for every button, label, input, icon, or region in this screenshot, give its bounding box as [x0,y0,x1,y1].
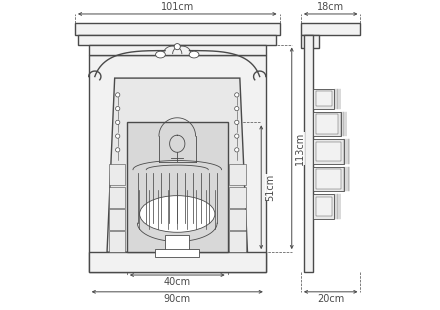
Ellipse shape [139,196,215,232]
Bar [109,209,125,230]
Circle shape [116,134,120,138]
Bar [127,122,227,252]
Bar [89,45,266,55]
Bar [315,142,341,161]
Circle shape [116,120,120,125]
Circle shape [174,44,180,50]
Circle shape [235,148,239,152]
Text: 90cm: 90cm [164,294,191,303]
Text: 101cm: 101cm [161,2,194,12]
Bar [301,35,319,47]
Bar [315,169,341,188]
Bar [89,55,266,272]
Circle shape [116,148,120,152]
Bar [313,112,341,136]
Bar [301,23,360,35]
Bar [304,35,313,272]
Bar [313,167,344,191]
Text: 113cm: 113cm [295,132,305,165]
Text: 51cm: 51cm [265,174,275,201]
Bar [229,209,246,230]
Ellipse shape [156,51,165,58]
Bar [109,165,125,185]
Circle shape [235,120,239,125]
Circle shape [116,93,120,97]
Bar [313,139,344,164]
Bar [229,187,246,208]
Bar [229,165,246,185]
Ellipse shape [189,51,199,58]
Circle shape [235,93,239,97]
Bar [109,231,125,252]
Bar [165,235,190,250]
Bar [109,187,125,208]
Bar [229,231,246,252]
Bar [78,35,276,45]
Text: 20cm: 20cm [317,294,345,303]
Circle shape [235,134,239,138]
Bar [313,194,334,219]
Text: 40cm: 40cm [164,277,191,287]
Bar [155,249,199,257]
Bar [315,114,338,134]
Circle shape [116,107,120,111]
Circle shape [235,107,239,111]
Polygon shape [107,78,247,252]
Bar [313,89,334,108]
Bar [89,252,266,272]
Bar [315,91,332,106]
Bar [315,197,332,216]
Bar [75,23,279,35]
Text: 18cm: 18cm [317,2,344,12]
